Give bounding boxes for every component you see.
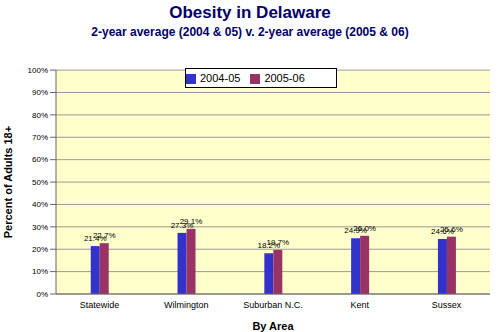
svg-text:29.1%: 29.1% (180, 217, 203, 226)
svg-text:Kent: Kent (351, 300, 370, 310)
svg-text:25.6%: 25.6% (440, 225, 463, 234)
svg-text:19.7%: 19.7% (266, 238, 289, 247)
svg-text:50%: 50% (32, 178, 48, 187)
html-text:Obesity in Delaware: Obesity in Delaware (169, 3, 331, 22)
svg-text:90%: 90% (32, 88, 48, 97)
html-text:2005-06: 2005-06 (264, 72, 305, 84)
svg-text:Suburban N.C.: Suburban N.C. (243, 300, 303, 310)
svg-text:22.7%: 22.7% (93, 231, 116, 240)
svg-text:30%: 30% (32, 223, 48, 232)
svg-text:Wilmington: Wilmington (164, 300, 209, 310)
svg-text:Percent of Adults 18+: Percent of Adults 18+ (8, 126, 14, 238)
html-text:2004-05: 2004-05 (200, 72, 241, 84)
svg-text:80%: 80% (32, 111, 48, 120)
svg-text:Sussex: Sussex (432, 300, 462, 310)
svg-text:100%: 100% (28, 66, 48, 75)
svg-text:20%: 20% (32, 245, 48, 254)
svg-text:70%: 70% (32, 133, 48, 142)
svg-text:Statewide: Statewide (80, 300, 120, 310)
svg-text:0%: 0% (36, 290, 48, 299)
svg-text:26.0%: 26.0% (353, 224, 376, 233)
svg-text:By Area: By Area (252, 320, 294, 332)
svg-text:40%: 40% (32, 200, 48, 209)
html-text:2-year average (2004 & 05) v.: 2-year average (2004 & 05) v. 2-year ave… (91, 25, 409, 39)
svg-text:10%: 10% (32, 267, 48, 276)
svg-text:60%: 60% (32, 155, 48, 164)
